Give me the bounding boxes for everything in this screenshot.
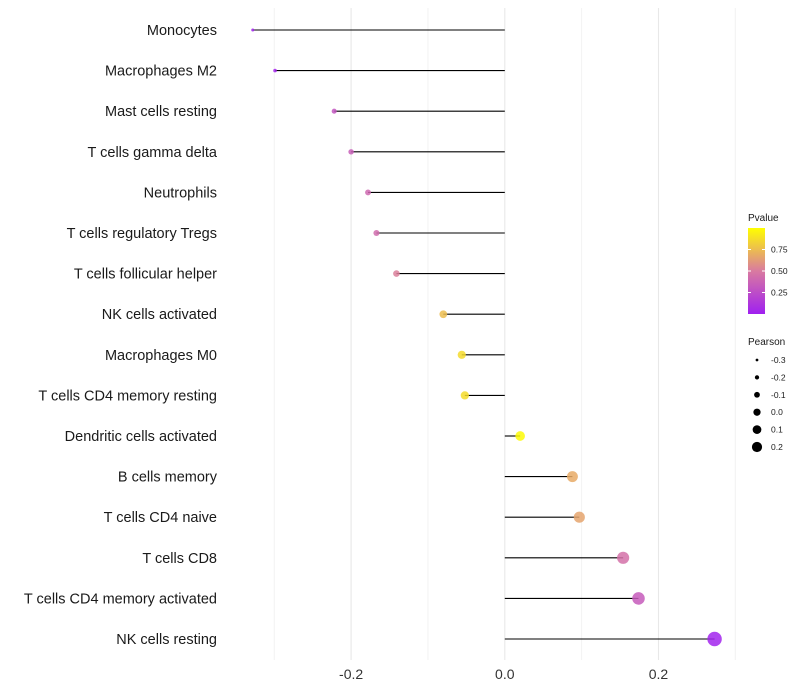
y-label-4: Neutrophils [144, 185, 217, 201]
point-13 [617, 551, 630, 564]
y-label-15: NK cells resting [116, 632, 217, 648]
y-label-14: T cells CD4 memory activated [24, 591, 217, 607]
point-15 [707, 631, 722, 647]
pearson-key-5 [751, 441, 763, 453]
point-5 [373, 229, 380, 237]
pearson-legend: Pearson -0.3 -0.2 -0.1 0.0 0.1 0.2 [748, 337, 786, 453]
pearson-legend-title: Pearson [748, 337, 785, 348]
pearson-key-4 [752, 425, 762, 434]
point-8 [457, 350, 466, 359]
y-label-7: NK cells activated [102, 307, 217, 323]
point-6 [393, 270, 400, 277]
y-label-11: B cells memory [118, 470, 218, 486]
pearson-key-label-5: 0.2 [771, 442, 783, 452]
x-tick-label-0: -0.2 [339, 666, 363, 682]
grid-lines [273, 8, 736, 660]
point-11 [566, 471, 578, 483]
pearson-key-label-0: -0.3 [771, 355, 786, 365]
pearson-key-3 [753, 408, 761, 416]
point-10 [515, 431, 525, 441]
point-0 [251, 28, 255, 32]
y-label-10: Dendritic cells activated [65, 429, 217, 445]
pvalue-legend: Pvalue 0.25 0.50 0.75 [748, 213, 788, 314]
pearson-key-0 [755, 358, 759, 362]
y-label-8: Macrophages M0 [105, 348, 217, 364]
point-2 [331, 108, 337, 114]
lollipop-points [251, 28, 722, 647]
y-label-13: T cells CD8 [142, 551, 217, 567]
y-label-9: T cells CD4 memory resting [38, 388, 217, 404]
pearson-key-label-3: 0.0 [771, 407, 783, 417]
point-1 [273, 68, 277, 73]
y-label-3: T cells gamma delta [88, 145, 218, 161]
pvalue-legend-title: Pvalue [748, 213, 779, 224]
point-12 [573, 511, 585, 523]
point-3 [348, 149, 354, 155]
y-label-6: T cells follicular helper [74, 267, 217, 283]
pearson-key-label-2: -0.1 [771, 390, 786, 400]
x-tick-label-2: 0.2 [649, 666, 669, 682]
x-axis-tick-labels: -0.2 0.0 0.2 [339, 666, 668, 682]
y-label-0: Monocytes [147, 23, 217, 39]
pvalue-tick-label-1: 0.50 [771, 266, 788, 276]
y-label-1: Macrophages M2 [105, 64, 217, 80]
pearson-key-label-4: 0.1 [771, 425, 783, 435]
y-axis-labels: Monocytes Macrophages M2 Mast cells restin… [24, 23, 218, 648]
point-7 [439, 310, 448, 319]
y-label-12: T cells CD4 naive [104, 510, 217, 526]
lollipop-stems [252, 29, 715, 640]
y-label-2: Mast cells resting [105, 104, 217, 120]
pearson-key-label-1: -0.2 [771, 372, 786, 382]
pvalue-tick-label-0: 0.25 [771, 288, 788, 298]
pvalue-colorbar [748, 228, 765, 314]
pearson-key-2 [754, 391, 760, 398]
point-4 [365, 189, 371, 196]
x-tick-label-1: 0.0 [495, 666, 515, 682]
pvalue-tick-label-2: 0.75 [771, 245, 788, 255]
y-label-5: T cells regulatory Tregs [67, 226, 217, 242]
pearson-key-1 [754, 375, 760, 380]
point-14 [632, 592, 645, 605]
point-9 [460, 391, 469, 400]
